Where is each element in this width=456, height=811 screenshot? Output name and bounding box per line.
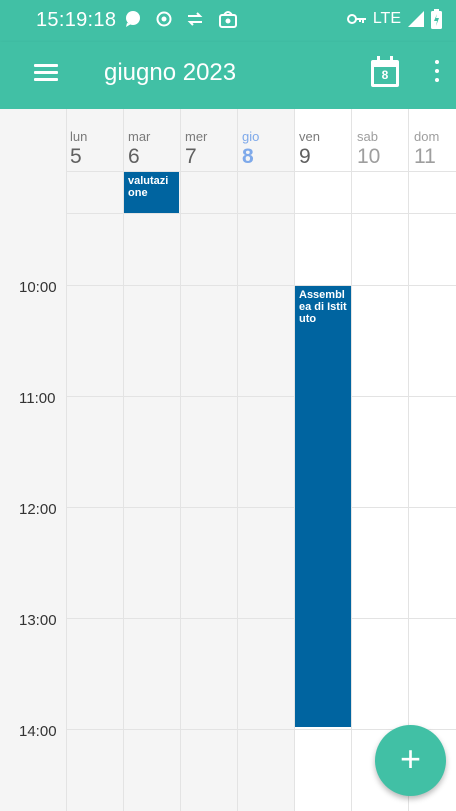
- more-vert-icon[interactable]: [428, 58, 444, 86]
- signal-icon: [408, 11, 424, 27]
- chat-bubble-icon: [126, 11, 140, 27]
- status-system-icons: LTE: [346, 9, 442, 29]
- status-time: 15:19:18: [36, 9, 117, 31]
- app-store-icon: [219, 11, 237, 28]
- menu-icon[interactable]: [34, 64, 58, 82]
- column-divider: [123, 109, 124, 811]
- header-divider: [66, 171, 456, 172]
- week-view[interactable]: lun 5 mar 6 mer 7 gio 8 ven 9 sab 10 dom…: [0, 109, 456, 811]
- hour-label: 10:00: [19, 279, 57, 296]
- day-header-sun[interactable]: dom 11: [414, 129, 440, 168]
- app-bar: giugno 2023 8: [0, 42, 456, 109]
- past-days-background: [0, 109, 294, 811]
- column-divider: [180, 109, 181, 811]
- hour-label: 14:00: [19, 723, 57, 740]
- column-divider: [294, 109, 295, 811]
- hour-line: [66, 729, 456, 730]
- day-header-mon[interactable]: lun 5: [70, 129, 88, 168]
- event-valutazione[interactable]: valutazione: [124, 172, 179, 213]
- network-type: LTE: [372, 10, 401, 27]
- hour-label: 11:00: [19, 390, 56, 407]
- status-bar: 15:19:18 LTE: [0, 0, 456, 42]
- column-divider: [408, 109, 409, 811]
- event-assemblea-di-istituto[interactable]: Assemblea di Istituto: [295, 286, 351, 727]
- hour-line: [66, 285, 456, 286]
- day-header-wed[interactable]: mer 7: [185, 129, 208, 168]
- battery-charging-icon: [431, 9, 442, 29]
- calendar-today-icon[interactable]: 8: [370, 56, 400, 88]
- allday-divider: [66, 213, 456, 214]
- today-day-number: 8: [381, 68, 389, 82]
- hour-label: 12:00: [19, 501, 57, 518]
- column-divider: [66, 109, 67, 811]
- day-header-fri[interactable]: ven 9: [299, 129, 320, 168]
- day-header-thu-today[interactable]: gio 8: [242, 129, 260, 168]
- transfer-icon: [187, 12, 203, 26]
- day-header-sat[interactable]: sab 10: [357, 129, 381, 168]
- hour-line: [66, 396, 456, 397]
- hour-label: 13:00: [19, 612, 57, 629]
- hour-line: [66, 507, 456, 508]
- hour-line: [66, 618, 456, 619]
- add-event-button[interactable]: +: [375, 725, 446, 796]
- record-icon: [156, 11, 172, 27]
- day-header-tue[interactable]: mar 6: [128, 129, 151, 168]
- vpn-key-icon: [346, 14, 366, 24]
- month-title[interactable]: giugno 2023: [104, 59, 237, 86]
- column-divider: [237, 109, 238, 811]
- status-notification-icons: [124, 9, 238, 29]
- column-divider: [351, 109, 352, 811]
